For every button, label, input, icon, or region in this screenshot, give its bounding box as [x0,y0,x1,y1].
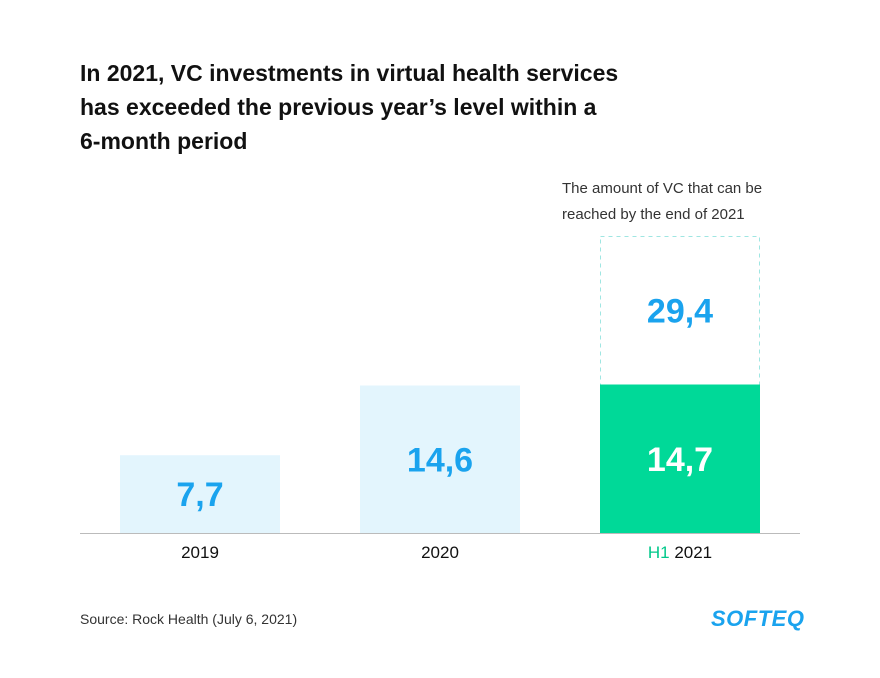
category-label: 2020 [421,543,459,562]
source-note: Source: Rock Health (July 6, 2021) [80,611,298,627]
bar-h1-2021 [600,384,760,533]
projection-note: The amount of VC that can be reached by … [562,180,763,223]
bar-2019 [120,455,280,533]
category-label: 2019 [181,543,219,562]
category-label: H1 2021 [648,543,712,562]
value-label: 7,7 [176,476,223,514]
value-label: 14,7 [647,441,713,479]
value-label: 14,6 [407,441,473,479]
softeq-logo: SOFTEQ [711,606,805,631]
projection-value-label: 29,4 [647,292,713,330]
chart-title: In 2021, VC investments in virtual healt… [80,60,619,154]
bar-2020 [360,385,520,533]
